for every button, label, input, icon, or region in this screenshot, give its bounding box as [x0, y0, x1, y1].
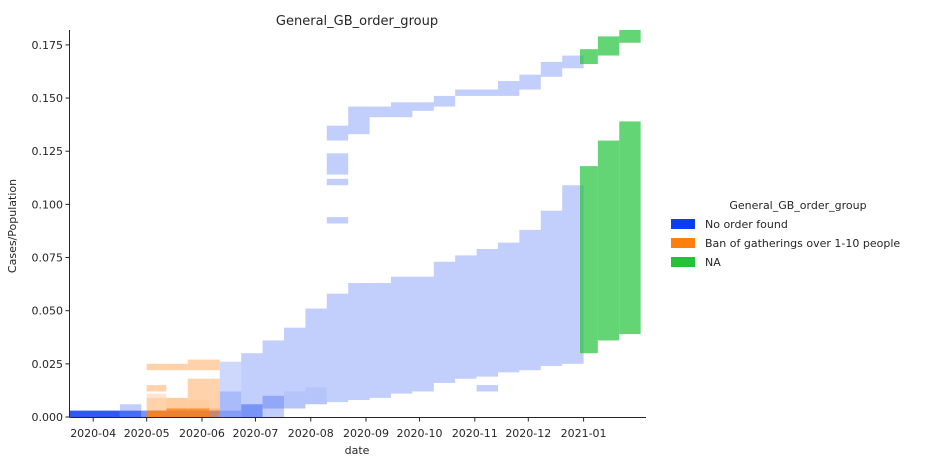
heatmap-cell-0-39: [497, 81, 520, 96]
heatmap-cell-1-8: [187, 408, 210, 417]
x-tick-label: 2021-01: [561, 427, 607, 440]
x-axis-label: date: [345, 444, 370, 457]
y-tick-label: 0.075: [32, 252, 64, 265]
heatmap-cell-0-27: [390, 276, 413, 394]
heatmap-cell-0-38: [497, 242, 520, 373]
heatmap-cell-0-40: [519, 229, 541, 371]
heatmap-cell-1-0: [146, 410, 167, 417]
x-tick-label: 2020-07: [232, 427, 278, 440]
heatmap-cell-0-8: [219, 361, 242, 392]
heatmap-cell-0-6: [219, 410, 242, 417]
heatmap-cell-0-17: [305, 308, 327, 388]
heatmap-cell-0-30: [412, 102, 434, 111]
heatmap-cell-1-6: [166, 397, 188, 409]
heatmap-cell-0-37: [476, 385, 498, 392]
legend-swatch: [671, 219, 695, 229]
heatmap-cell-0-14: [283, 391, 306, 409]
y-tick-label: 0.175: [32, 39, 64, 52]
heatmap-cell-0-42: [540, 210, 563, 366]
x-tick-label: 2020-08: [288, 427, 334, 440]
heatmap-cell-0-21: [326, 153, 349, 175]
y-ticks: 0.000 0.025 0.050 0.075 0.100 0.125 0.150 0.175: [32, 39, 70, 424]
x-tick-label: 2020-05: [124, 427, 170, 440]
heatmap-cell-0-2: [119, 404, 142, 411]
heatmap-cell-0-25: [369, 283, 391, 398]
heatmap-cell-2-2: [597, 140, 620, 341]
legend-label: NA: [705, 256, 721, 269]
heatmap-cell-0-44: [562, 185, 584, 364]
heatmap-cell-0-43: [540, 61, 563, 77]
heatmap-cell-0-29: [412, 276, 434, 392]
x-tick-label: 2020-09: [343, 427, 389, 440]
chart-title: General_GB_order_group: [276, 14, 438, 29]
heatmap-cell-0-19: [326, 217, 349, 224]
heatmap-cell-0-10: [241, 353, 263, 405]
legend-swatch: [671, 257, 695, 267]
heatmap-cell-0-35: [476, 249, 498, 377]
heatmap-cell-1-12: [209, 408, 220, 417]
heatmap-cell-0-36: [476, 89, 498, 96]
y-tick-label: 0.100: [32, 198, 64, 211]
heatmap-cell-1-13: [209, 378, 220, 409]
heatmap-cell-2-1: [580, 49, 598, 65]
y-tick-label: 0.000: [32, 411, 64, 424]
heatmap-cell-0-1: [119, 410, 142, 417]
y-tick-label: 0.025: [32, 358, 64, 371]
heatmap-cell-0-23: [348, 283, 370, 400]
heatmap-cell-2-5: [619, 30, 641, 43]
heatmap-cell-0-15: [283, 327, 306, 392]
x-tick-label: 2020-12: [505, 427, 551, 440]
heatmap-cell-0-0: [70, 410, 120, 417]
legend-label: No order found: [705, 218, 788, 231]
heatmap-cell-0-28: [390, 102, 413, 118]
heatmap-cell-1-9: [187, 399, 210, 409]
heatmap-cell-0-34: [455, 89, 477, 96]
x-tick-label: 2020-06: [179, 427, 225, 440]
heatmap-cell-1-3: [146, 385, 167, 392]
x-tick-label: 2020-11: [452, 427, 498, 440]
heatmap-cell-0-32: [433, 95, 456, 107]
heatmap-cell-1-4: [146, 363, 167, 371]
heatmap-cell-0-33: [455, 255, 477, 379]
heatmap-cell-0-7: [219, 391, 242, 411]
heatmap-cell-0-9: [241, 404, 263, 417]
heatmap-cell-0-45: [562, 55, 584, 69]
y-tick-label: 0.150: [32, 92, 64, 105]
legend-swatch: [671, 238, 695, 248]
heatmap-cell-1-14: [209, 359, 220, 371]
heatmap-cell-0-13: [262, 340, 284, 396]
heatmap-cell-0-16: [305, 387, 327, 405]
heatmap-cell-1-7: [166, 363, 188, 371]
heatmap-cell-0-18: [326, 293, 349, 403]
heatmap-cell-0-11: [262, 408, 284, 417]
heatmap-cell-0-22: [326, 125, 349, 141]
heatmap-cells: [70, 30, 641, 417]
heatmap-cell-0-24: [348, 106, 370, 135]
heatmap-cell-0-26: [369, 106, 391, 118]
heatmap-cell-0-31: [433, 261, 456, 383]
heatmap-cell-2-4: [619, 121, 641, 335]
heatmap-cell-2-0: [580, 166, 598, 354]
legend-label: Ban of gatherings over 1-10 people: [705, 237, 900, 250]
heatmap-cell-0-41: [519, 74, 541, 90]
x-tick-label: 2020-04: [70, 427, 116, 440]
heatmap-cell-1-2: [146, 393, 167, 398]
heatmap-cell-1-1: [146, 397, 167, 411]
heatmap-cell-2-3: [597, 36, 620, 56]
heatmap-cell-1-11: [187, 359, 210, 371]
y-tick-label: 0.125: [32, 145, 64, 158]
heatmap-cell-0-12: [262, 395, 284, 409]
legend-entries: No order found Ban of gatherings over 1-1…: [671, 218, 900, 269]
heatmap-cell-1-10: [187, 378, 210, 400]
heatmap-cell-1-5: [166, 408, 188, 417]
x-ticks: 2020-04 2020-05 2020-06 2020-07 2020-08 2020-…: [70, 417, 607, 440]
y-axis-label: Cases/Population: [6, 179, 19, 273]
legend-title: General_GB_order_group: [729, 199, 866, 212]
legend: General_GB_order_group No order found Ban…: [671, 199, 900, 269]
heatmap-cell-0-20: [326, 178, 349, 186]
x-tick-label: 2020-10: [397, 427, 443, 440]
axes: 2020-04 2020-05 2020-06 2020-07 2020-08 2020-…: [32, 30, 646, 440]
y-tick-label: 0.050: [32, 305, 64, 318]
